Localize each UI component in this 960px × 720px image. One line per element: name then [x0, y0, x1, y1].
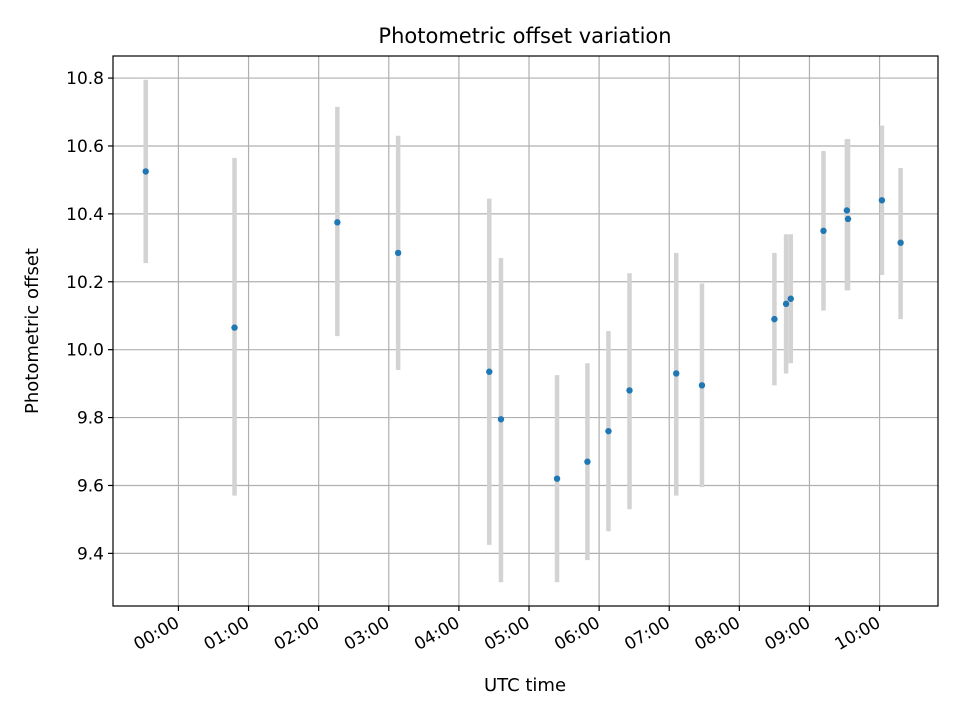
y-tick-label: 9.4 — [77, 544, 104, 564]
data-point — [782, 300, 790, 308]
y-tick-label: 10.4 — [66, 205, 104, 225]
data-point — [553, 475, 561, 482]
y-tick-label: 9.6 — [77, 476, 104, 496]
grid — [113, 56, 938, 606]
data-point — [605, 427, 612, 435]
data-point — [584, 458, 591, 465]
y-tick-label: 10.6 — [66, 137, 104, 157]
data-point — [497, 416, 505, 423]
data-point — [787, 295, 794, 302]
data-point — [394, 249, 402, 257]
data-point — [334, 219, 341, 226]
plot-frame — [112, 55, 939, 607]
y-tick-label: 10.2 — [66, 273, 104, 293]
x-axis-title: UTC time — [484, 675, 566, 696]
data-point — [486, 368, 493, 375]
data-point — [771, 315, 778, 323]
data-point — [698, 382, 706, 389]
y-tick-label: 10.8 — [66, 69, 104, 89]
data-point — [878, 197, 886, 204]
chart-title: Photometric offset variation — [378, 24, 671, 48]
data-points — [142, 168, 904, 482]
y-tick-label: 9.8 — [77, 409, 104, 429]
y-axis-title: Photometric offset — [22, 248, 43, 414]
data-point — [673, 370, 680, 377]
data-point — [820, 227, 827, 235]
y-axis-ticks: 9.4 9.6 9.8 10.0 10.2 10.4 10.6 10.8 — [66, 69, 113, 564]
data-point — [897, 239, 904, 246]
data-point — [843, 207, 851, 214]
data-point — [231, 324, 238, 331]
y-tick-label: 10.0 — [66, 341, 104, 361]
data-point — [142, 168, 149, 175]
data-point — [626, 387, 633, 394]
data-point — [844, 215, 852, 223]
